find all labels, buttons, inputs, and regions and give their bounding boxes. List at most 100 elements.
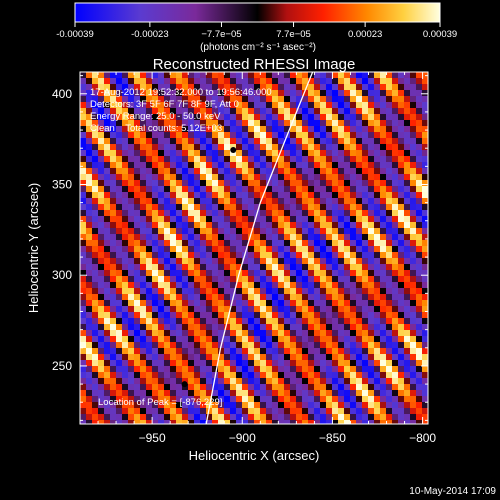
heatmap-cell xyxy=(80,258,87,265)
heatmap-cell xyxy=(338,336,345,343)
heatmap-cell xyxy=(248,390,255,397)
heatmap-cell xyxy=(422,180,428,187)
heatmap-cell xyxy=(134,144,141,151)
heatmap-cell xyxy=(392,90,399,97)
heatmap-cell xyxy=(164,306,171,313)
heatmap-cell xyxy=(104,78,111,85)
heatmap-cell xyxy=(296,204,303,211)
heatmap-cell xyxy=(176,138,183,145)
heatmap-cell xyxy=(218,132,225,139)
heatmap-cell xyxy=(326,228,333,235)
heatmap-cell xyxy=(92,396,99,403)
heatmap-cell xyxy=(374,246,381,253)
heatmap-cell xyxy=(368,270,375,277)
heatmap-cell xyxy=(398,270,405,277)
heatmap-cell xyxy=(200,384,207,391)
heatmap-cell xyxy=(422,156,428,163)
heatmap-cell xyxy=(188,144,195,151)
heatmap-cell xyxy=(170,210,177,217)
heatmap-cell xyxy=(356,78,363,85)
heatmap-cell xyxy=(182,354,189,361)
heatmap-cell xyxy=(374,294,381,301)
heatmap-cell xyxy=(206,156,213,163)
heatmap-cell xyxy=(296,72,303,79)
heatmap-cell xyxy=(164,174,171,181)
heatmap-cell xyxy=(278,408,285,415)
heatmap-cell xyxy=(284,114,291,121)
heatmap-cell xyxy=(182,168,189,175)
heatmap-cell xyxy=(392,324,399,331)
heatmap-cell xyxy=(338,264,345,271)
heatmap-cell xyxy=(80,366,87,373)
heatmap-cell xyxy=(134,420,141,424)
heatmap-cell xyxy=(320,240,327,247)
heatmap-cell xyxy=(194,354,201,361)
heatmap-cell xyxy=(194,270,201,277)
heatmap-cell xyxy=(272,180,279,187)
heatmap-cell xyxy=(152,180,159,187)
heatmap-cell xyxy=(122,72,129,79)
heatmap-cell xyxy=(272,138,279,145)
heatmap-cell xyxy=(254,114,261,121)
heatmap-cell xyxy=(188,186,195,193)
heatmap-cell xyxy=(380,336,387,343)
heatmap-cell xyxy=(362,306,369,313)
heatmap-cell xyxy=(380,318,387,325)
heatmap-cell xyxy=(338,204,345,211)
heatmap-cell xyxy=(278,240,285,247)
heatmap-cell xyxy=(374,276,381,283)
heatmap-cell xyxy=(80,78,87,85)
heatmap-cell xyxy=(386,336,393,343)
heatmap-cell xyxy=(296,378,303,385)
heatmap-cell xyxy=(86,180,93,187)
heatmap-cell xyxy=(392,258,399,265)
heatmap-cell xyxy=(410,414,417,421)
heatmap-cell xyxy=(212,168,219,175)
heatmap-cell xyxy=(182,324,189,331)
heatmap-cell xyxy=(116,312,123,319)
heatmap-cell xyxy=(302,348,309,355)
heatmap-cell xyxy=(176,174,183,181)
heatmap-cell xyxy=(368,150,375,157)
heatmap-cell xyxy=(194,198,201,205)
heatmap-cell xyxy=(350,120,357,127)
heatmap-cell xyxy=(98,78,105,85)
heatmap-cell xyxy=(140,342,147,349)
heatmap-cell xyxy=(296,90,303,97)
heatmap-cell xyxy=(386,396,393,403)
heatmap-cell xyxy=(284,366,291,373)
heatmap-cell xyxy=(296,132,303,139)
heatmap-cell xyxy=(302,276,309,283)
heatmap-cell xyxy=(416,96,423,103)
heatmap-cell xyxy=(128,126,135,133)
heatmap-cell xyxy=(236,294,243,301)
heatmap-cell xyxy=(374,360,381,367)
heatmap-cell xyxy=(380,378,387,385)
heatmap-cell xyxy=(410,282,417,289)
heatmap-cell xyxy=(218,102,225,109)
heatmap-cell xyxy=(320,270,327,277)
heatmap-cell xyxy=(398,396,405,403)
heatmap-cell xyxy=(80,114,87,121)
heatmap-cell xyxy=(302,144,309,151)
heatmap-cell xyxy=(254,366,261,373)
heatmap-cell xyxy=(98,420,105,424)
annotation-clean-counts: Clean Total counts: 5.12E+03 xyxy=(90,123,222,134)
heatmap-cell xyxy=(380,408,387,415)
heatmap-cell xyxy=(410,324,417,331)
heatmap-cell xyxy=(356,324,363,331)
heatmap-cell xyxy=(230,276,237,283)
heatmap-cell xyxy=(146,408,153,415)
heatmap-cell xyxy=(188,192,195,199)
heatmap-cell xyxy=(422,294,428,301)
heatmap-cell xyxy=(272,102,279,109)
heatmap-cell xyxy=(338,402,345,409)
heatmap-cell xyxy=(350,156,357,163)
heatmap-cell xyxy=(416,90,423,97)
heatmap-cell xyxy=(320,264,327,271)
heatmap-cell xyxy=(278,210,285,217)
heatmap-cell xyxy=(152,276,159,283)
heatmap-cell xyxy=(104,414,111,421)
heatmap-cell xyxy=(188,390,195,397)
heatmap-cell xyxy=(278,324,285,331)
